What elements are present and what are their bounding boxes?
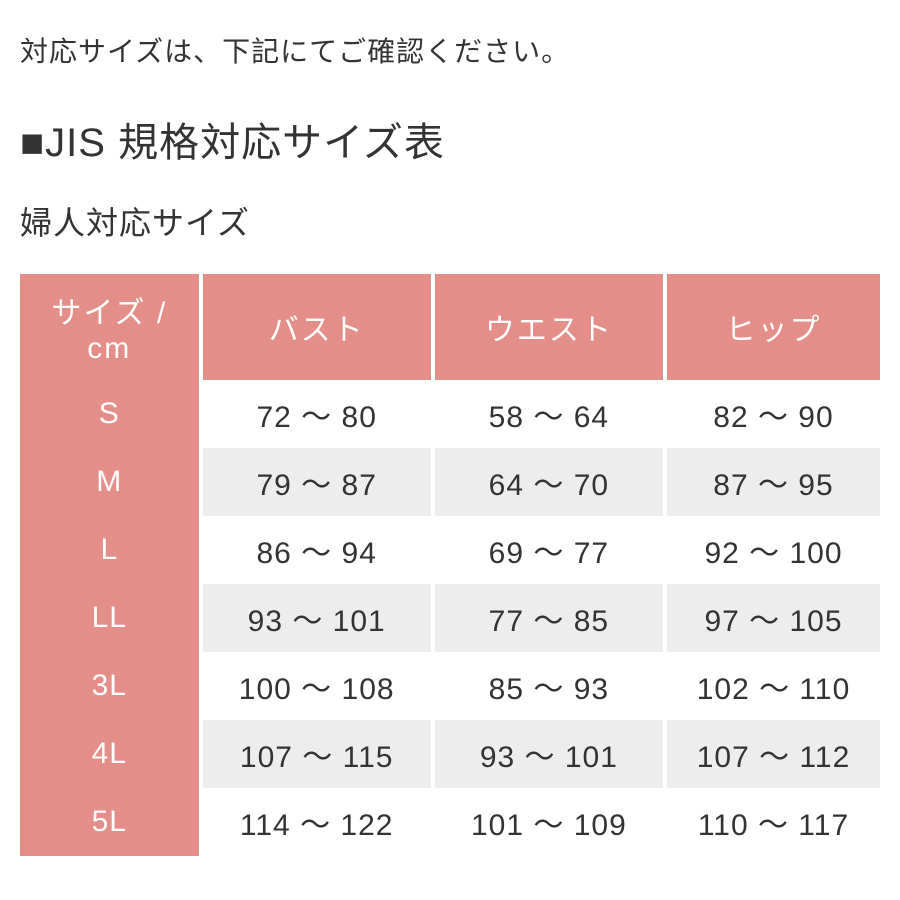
table-cell: 87 ～ 95 <box>665 448 880 516</box>
size-label: S <box>20 380 201 448</box>
table-header: バスト <box>201 274 433 380</box>
table-cell: 100 ～ 108 <box>201 652 433 720</box>
table-cell: 97 ～ 105 <box>665 584 880 652</box>
section-subheading: 婦人対応サイズ <box>20 198 880 244</box>
table-cell: 93 ～ 101 <box>433 720 665 788</box>
size-label: LL <box>20 584 201 652</box>
table-row: 4L 107 ～ 115 93 ～ 101 107 ～ 112 <box>20 720 880 788</box>
size-label: 3L <box>20 652 201 720</box>
table-cell: 107 ～ 115 <box>201 720 433 788</box>
table-row: 3L 100 ～ 108 85 ～ 93 102 ～ 110 <box>20 652 880 720</box>
table-cell: 72 ～ 80 <box>201 380 433 448</box>
table-cell: 79 ～ 87 <box>201 448 433 516</box>
section-heading: ■JIS 規格対応サイズ表 <box>20 110 880 168</box>
size-label: L <box>20 516 201 584</box>
table-cell: 107 ～ 112 <box>665 720 880 788</box>
table-cell: 82 ～ 90 <box>665 380 880 448</box>
table-cell: 69 ～ 77 <box>433 516 665 584</box>
table-row: S 72 ～ 80 58 ～ 64 82 ～ 90 <box>20 380 880 448</box>
table-cell: 86 ～ 94 <box>201 516 433 584</box>
table-header: ヒップ <box>665 274 880 380</box>
table-row: LL 93 ～ 101 77 ～ 85 97 ～ 105 <box>20 584 880 652</box>
table-cell: 64 ～ 70 <box>433 448 665 516</box>
table-row: M 79 ～ 87 64 ～ 70 87 ～ 95 <box>20 448 880 516</box>
table-cell: 102 ～ 110 <box>665 652 880 720</box>
table-cell: 110 ～ 117 <box>665 788 880 856</box>
table-cell: 92 ～ 100 <box>665 516 880 584</box>
table-cell: 77 ～ 85 <box>433 584 665 652</box>
table-row: 5L 114 ～ 122 101 ～ 109 110 ～ 117 <box>20 788 880 856</box>
table-row: L 86 ～ 94 69 ～ 77 92 ～ 100 <box>20 516 880 584</box>
table-cell: 85 ～ 93 <box>433 652 665 720</box>
size-label: 5L <box>20 788 201 856</box>
table-header: サイズ / cm <box>20 274 201 380</box>
intro-text: 対応サイズは、下記にてご確認ください。 <box>20 30 880 70</box>
size-table: サイズ / cm バスト ウエスト ヒップ S 72 ～ 80 58 ～ 64 … <box>20 274 880 856</box>
table-cell: 93 ～ 101 <box>201 584 433 652</box>
size-label: 4L <box>20 720 201 788</box>
table-header-row: サイズ / cm バスト ウエスト ヒップ <box>20 274 880 380</box>
table-cell: 58 ～ 64 <box>433 380 665 448</box>
table-cell: 101 ～ 109 <box>433 788 665 856</box>
size-label: M <box>20 448 201 516</box>
table-cell: 114 ～ 122 <box>201 788 433 856</box>
table-header: ウエスト <box>433 274 665 380</box>
